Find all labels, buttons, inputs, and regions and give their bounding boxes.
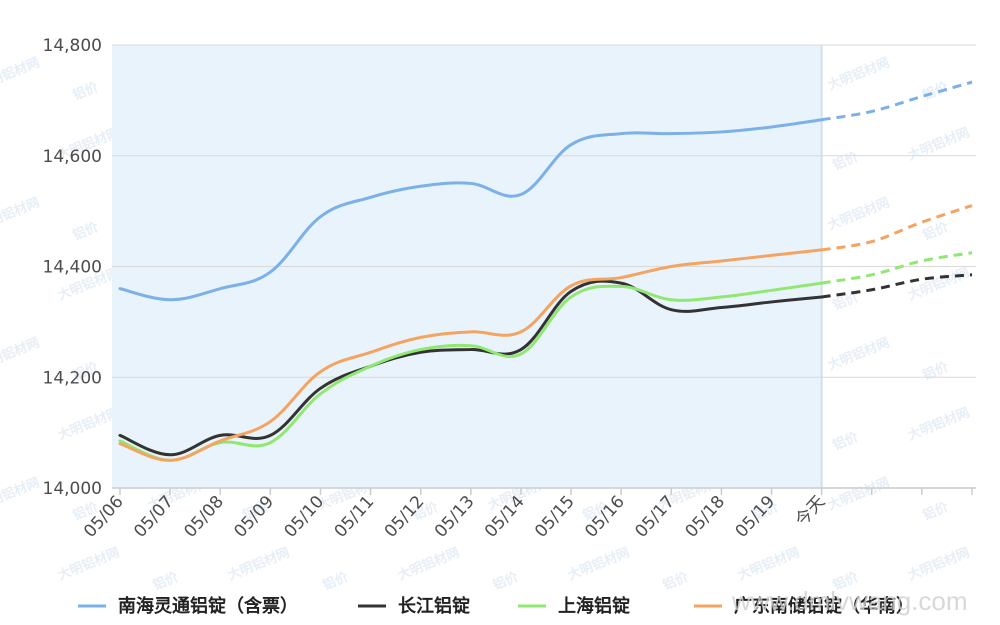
watermark-logo: 大明铝材网 — [826, 195, 892, 234]
y-tick-label: 14,800 — [43, 36, 102, 56]
y-tick-label: 14,600 — [43, 147, 102, 167]
watermark-logo: 大明铝材网 — [736, 545, 802, 584]
watermark-logo: 大明铝材网 — [826, 335, 892, 374]
x-tick-label: 05/08 — [180, 492, 228, 542]
watermark-logo: 大明铝材网 — [566, 545, 632, 584]
series-line-2 — [118, 281, 824, 462]
watermark-text: 铝价 — [921, 499, 952, 524]
series-forecast-line-2 — [821, 251, 973, 285]
x-tick-label: 05/10 — [281, 492, 329, 542]
y-tick-label: 14,400 — [43, 258, 102, 278]
watermark-logo: 大明铝材网 — [906, 405, 972, 444]
series-lines — [118, 80, 973, 462]
watermark-logo: 大明铝材网 — [0, 335, 42, 374]
series-line-3 — [118, 248, 824, 462]
legend-item-label[interactable]: 上海铝锭 — [558, 595, 630, 617]
watermark-logo: 大明铝材网 — [906, 265, 972, 304]
series-forecast-line-0 — [821, 80, 973, 122]
watermark-logo: 大明铝材网 — [906, 545, 972, 584]
series-forecast-line-1 — [821, 273, 973, 299]
x-tick-label: 05/09 — [230, 492, 278, 542]
watermark-logo: 大明铝材网 — [56, 405, 122, 444]
watermark-text: 铝价 — [71, 219, 102, 244]
x-tick-label: 05/15 — [531, 492, 579, 542]
watermark-text: 铝价 — [831, 429, 862, 454]
watermark-text: 铝价 — [831, 149, 862, 174]
x-tick-label: 今天 — [792, 492, 830, 531]
x-tick-label: 05/13 — [431, 492, 479, 542]
watermark-logo: 大明铝材网 — [0, 195, 42, 234]
watermark-text: 铝价 — [921, 359, 952, 384]
site-watermark: www.dmlvwang.com — [731, 586, 968, 616]
watermark-logo: 大明铝材网 — [826, 55, 892, 94]
watermark-logo: 大明铝材网 — [0, 55, 42, 94]
watermark-text: 铝价 — [661, 569, 692, 594]
y-tick-label: 14,000 — [43, 479, 102, 499]
y-tick-label: 14,200 — [43, 368, 102, 388]
watermark-logo: 大明铝材网 — [0, 475, 42, 514]
legend[interactable]: 南海灵通铝锭（含票） 长江铝锭 上海铝锭 广东南储铝锭（华南） — [78, 595, 914, 617]
series-forecast-line-3 — [821, 204, 973, 252]
series-line-0 — [118, 118, 824, 302]
legend-item-label[interactable]: 广东南储铝锭（华南） — [734, 595, 914, 617]
watermark-logo: 大明铝材网 — [56, 545, 122, 584]
watermark-text: 铝价 — [151, 569, 182, 594]
watermark-logo: 大明铝材网 — [396, 545, 462, 584]
watermark-logo: 大明铝材网 — [226, 545, 292, 584]
legend-item-label[interactable]: 南海灵通铝锭（含票） — [118, 595, 298, 617]
watermark-logo: 大明铝材网 — [826, 475, 892, 514]
y-axis-tick-labels: 14,000 14,200 14,400 14,600 14,800 — [43, 36, 102, 499]
watermark-text: 铝价 — [921, 79, 952, 104]
watermark-logo: 大明铝材网 — [906, 125, 972, 164]
watermark-text: 铝价 — [71, 79, 102, 104]
legend-item-label[interactable]: 长江铝锭 — [398, 595, 470, 617]
watermark-text: 铝价 — [321, 569, 352, 594]
watermark-text: 铝价 — [491, 569, 522, 594]
